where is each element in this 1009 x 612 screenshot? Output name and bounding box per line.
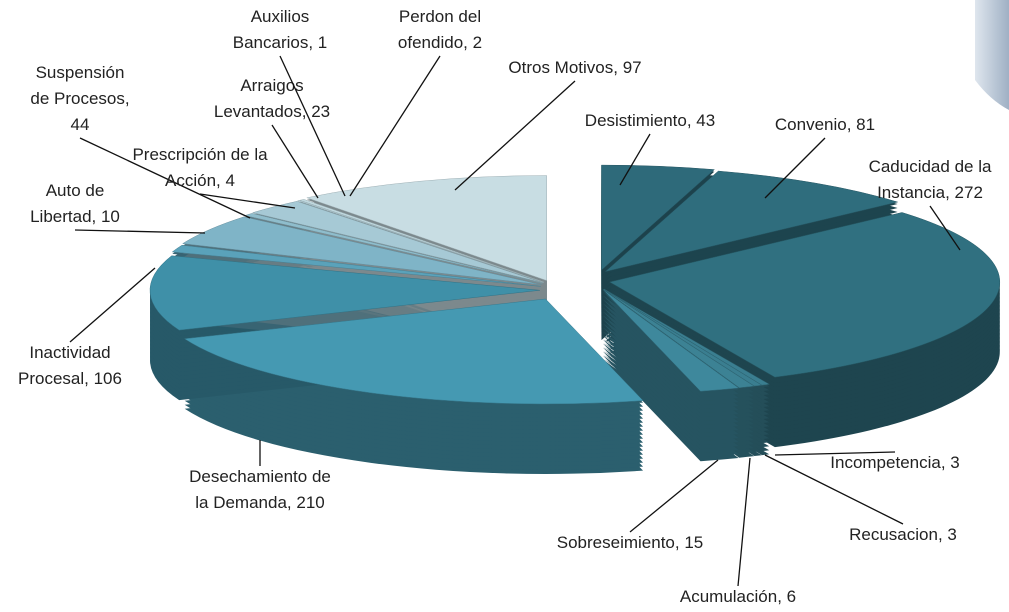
data-label: Inactividad Procesal, 106: [18, 343, 122, 388]
slice: [603, 288, 763, 387]
decoration: [975, 0, 1009, 110]
slice: [181, 216, 542, 285]
slice: [298, 199, 544, 283]
data-label: Auto de Libertad, 10: [30, 181, 120, 226]
slice: [183, 298, 644, 405]
data-label: Prescripción de la Acción, 4: [132, 145, 268, 190]
leader-line: [737, 457, 751, 587]
data-label: Acumulación, 6: [680, 587, 796, 606]
leader-line: [271, 124, 319, 199]
leader-line: [619, 133, 651, 186]
data-label: Convenio, 81: [775, 115, 875, 134]
data-label: Incompetencia, 3: [830, 453, 959, 472]
data-label: Arraigos Levantados, 23: [214, 76, 330, 121]
data-label: Suspensión de Procesos, 44: [30, 63, 129, 134]
slice: [171, 244, 541, 287]
leader-line: [79, 137, 251, 219]
data-label: Sobreseimiento, 15: [557, 533, 703, 552]
data-label: Recusacion, 3: [849, 525, 957, 544]
slice: [149, 255, 541, 331]
leader-line: [454, 80, 576, 191]
data-label: Desechamiento de la Demanda, 210: [189, 467, 331, 512]
slice: [609, 212, 1000, 378]
leader-line: [349, 55, 441, 197]
data-label: Auxilios Bancarios, 1: [233, 7, 328, 52]
leader-line: [929, 205, 961, 251]
data-label: Perdon del ofendido, 2: [398, 7, 482, 52]
slice: [602, 289, 740, 392]
leader-line: [629, 459, 719, 533]
leader-line: [74, 229, 206, 234]
data-label: Otros Motivos, 97: [508, 58, 641, 77]
data-label: Caducidad de la Instancia, 272: [869, 157, 992, 202]
leader-line: [69, 267, 156, 343]
leader-line: [764, 454, 904, 525]
slice: [605, 170, 899, 272]
data-label: Desistimiento, 43: [585, 111, 715, 130]
slice: [251, 201, 544, 284]
slice: [603, 289, 755, 389]
leader-line: [199, 193, 296, 209]
leader-line: [279, 55, 346, 197]
slice: [305, 175, 547, 281]
slice: [601, 164, 715, 271]
leader-line: [764, 137, 826, 199]
leader-line: [774, 451, 896, 456]
